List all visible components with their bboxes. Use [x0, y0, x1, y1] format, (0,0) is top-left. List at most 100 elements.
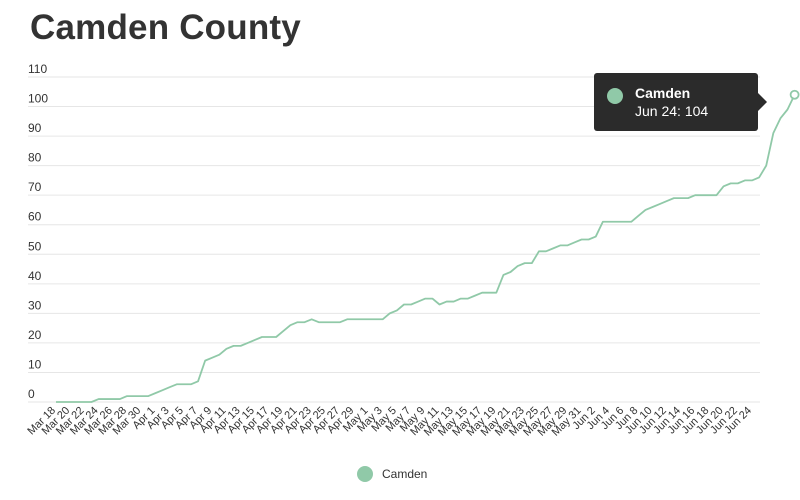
data-point[interactable]: [402, 303, 406, 307]
data-point[interactable]: [736, 181, 740, 185]
data-point[interactable]: [786, 108, 790, 112]
data-point[interactable]: [530, 261, 534, 265]
data-point[interactable]: [253, 338, 257, 342]
data-point[interactable]: [288, 323, 292, 327]
data-point[interactable]: [480, 291, 484, 295]
data-point[interactable]: [345, 317, 349, 321]
data-point[interactable]: [196, 379, 200, 383]
data-point[interactable]: [430, 297, 434, 301]
data-point[interactable]: [381, 317, 385, 321]
data-point[interactable]: [771, 131, 775, 135]
data-point[interactable]: [551, 246, 555, 250]
data-point[interactable]: [395, 308, 399, 312]
data-point[interactable]: [75, 400, 79, 404]
data-point[interactable]: [374, 317, 378, 321]
data-point[interactable]: [509, 270, 513, 274]
data-point[interactable]: [487, 291, 491, 295]
data-point[interactable]: [210, 356, 214, 360]
data-point[interactable]: [565, 243, 569, 247]
data-point[interactable]: [445, 300, 449, 304]
data-point[interactable]: [366, 317, 370, 321]
data-point[interactable]: [757, 175, 761, 179]
data-point[interactable]: [601, 220, 605, 224]
data-point[interactable]: [608, 220, 612, 224]
data-point[interactable]: [714, 193, 718, 197]
data-point[interactable]: [239, 344, 243, 348]
data-point[interactable]: [686, 196, 690, 200]
legend-item-camden[interactable]: Camden: [357, 466, 427, 482]
data-point[interactable]: [338, 320, 342, 324]
data-point[interactable]: [310, 317, 314, 321]
data-point[interactable]: [331, 320, 335, 324]
data-point[interactable]: [594, 235, 598, 239]
data-point[interactable]: [416, 300, 420, 304]
data-point[interactable]: [295, 320, 299, 324]
data-point[interactable]: [153, 391, 157, 395]
data-point[interactable]: [501, 273, 505, 277]
data-point[interactable]: [423, 297, 427, 301]
data-point[interactable]: [572, 240, 576, 244]
data-point[interactable]: [317, 320, 321, 324]
data-point[interactable]: [118, 397, 122, 401]
data-point[interactable]: [189, 382, 193, 386]
data-point[interactable]: [246, 341, 250, 345]
data-point[interactable]: [651, 205, 655, 209]
data-point[interactable]: [658, 202, 662, 206]
data-point[interactable]: [778, 116, 782, 120]
data-point[interactable]: [168, 385, 172, 389]
data-point[interactable]: [111, 397, 115, 401]
data-point[interactable]: [54, 400, 58, 404]
data-point[interactable]: [473, 294, 477, 298]
data-point[interactable]: [743, 178, 747, 182]
data-point[interactable]: [643, 208, 647, 212]
data-point[interactable]: [707, 193, 711, 197]
data-point[interactable]: [125, 394, 129, 398]
data-point[interactable]: [217, 353, 221, 357]
data-point[interactable]: [139, 394, 143, 398]
data-point[interactable]: [693, 193, 697, 197]
data-point[interactable]: [750, 178, 754, 182]
data-point[interactable]: [672, 196, 676, 200]
data-point[interactable]: [281, 329, 285, 333]
data-point[interactable]: [352, 317, 356, 321]
data-point[interactable]: [622, 220, 626, 224]
data-point[interactable]: [182, 382, 186, 386]
data-point[interactable]: [232, 344, 236, 348]
data-point[interactable]: [90, 400, 94, 404]
data-point[interactable]: [68, 400, 72, 404]
data-point[interactable]: [61, 400, 65, 404]
data-point[interactable]: [679, 196, 683, 200]
data-point[interactable]: [224, 347, 228, 351]
data-point[interactable]: [267, 335, 271, 339]
data-point[interactable]: [636, 214, 640, 218]
data-point[interactable]: [303, 320, 307, 324]
data-point[interactable]: [629, 220, 633, 224]
data-point[interactable]: [580, 238, 584, 242]
data-point[interactable]: [615, 220, 619, 224]
data-point[interactable]: [146, 394, 150, 398]
data-point[interactable]: [274, 335, 278, 339]
data-point[interactable]: [466, 297, 470, 301]
data-point[interactable]: [388, 311, 392, 315]
data-point-highlighted[interactable]: [789, 89, 800, 100]
data-point[interactable]: [722, 184, 726, 188]
data-point[interactable]: [203, 359, 207, 363]
data-point[interactable]: [82, 400, 86, 404]
data-point[interactable]: [523, 261, 527, 265]
data-point[interactable]: [764, 164, 768, 168]
data-point[interactable]: [175, 382, 179, 386]
data-point[interactable]: [494, 291, 498, 295]
data-point[interactable]: [558, 243, 562, 247]
data-point[interactable]: [97, 397, 101, 401]
data-point[interactable]: [324, 320, 328, 324]
data-point[interactable]: [516, 264, 520, 268]
data-point[interactable]: [452, 300, 456, 304]
data-point[interactable]: [132, 394, 136, 398]
data-point[interactable]: [359, 317, 363, 321]
data-point[interactable]: [729, 181, 733, 185]
data-point[interactable]: [544, 249, 548, 253]
data-point[interactable]: [438, 303, 442, 307]
data-point[interactable]: [459, 297, 463, 301]
data-point[interactable]: [665, 199, 669, 203]
data-point[interactable]: [104, 397, 108, 401]
